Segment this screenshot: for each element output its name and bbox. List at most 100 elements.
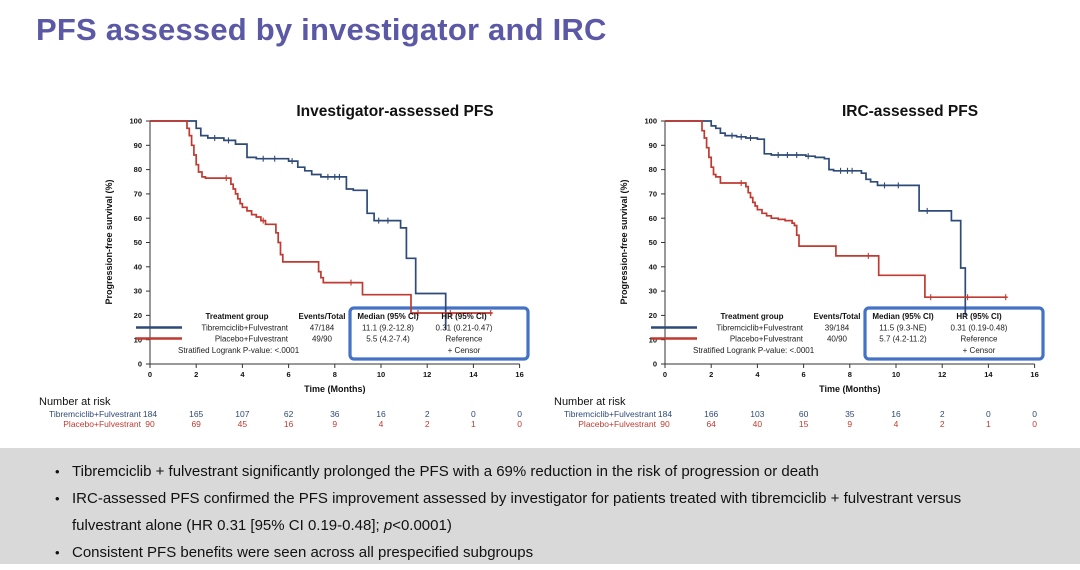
svg-text:49/90: 49/90	[312, 335, 333, 344]
km-curve-tibremciclib	[665, 120, 967, 316]
svg-text:12: 12	[938, 370, 946, 379]
svg-text:0: 0	[653, 360, 657, 369]
svg-text:Treatment group: Treatment group	[205, 312, 268, 321]
svg-text:50: 50	[134, 238, 142, 247]
nar-value: 9	[847, 419, 853, 429]
nar-value: 184	[142, 409, 158, 419]
bullet-marker: •	[55, 545, 60, 560]
svg-text:40: 40	[649, 262, 657, 271]
svg-text:8: 8	[333, 370, 337, 379]
svg-text:Placebo+Fulvestrant: Placebo+Fulvestrant	[215, 335, 289, 344]
nar-value: 0	[1032, 409, 1037, 419]
svg-text:Tibremciclib+Fulvestrant: Tibremciclib+Fulvestrant	[201, 324, 288, 333]
km-curve-placebo	[150, 120, 492, 314]
svg-text:70: 70	[649, 190, 657, 199]
nar-value: 2	[424, 419, 430, 429]
chart-title: IRC-assessed PFS	[842, 103, 978, 120]
nar-value: 2	[939, 409, 945, 419]
x-axis-label: Time (Months)	[304, 384, 365, 394]
svg-text:10: 10	[892, 370, 900, 379]
nar-value: 184	[657, 409, 673, 419]
censor-legend: + Censor	[448, 346, 481, 355]
nar-value: 165	[189, 409, 204, 419]
svg-text:90: 90	[649, 141, 657, 150]
censor-legend: + Censor	[963, 346, 996, 355]
irc-pfs-chart: 0 10 20 30 40 50 60 70 80 90 100 0 2 4 6 8 10 12 14 16 Time …	[550, 96, 1055, 443]
svg-text:HR (95% CI): HR (95% CI)	[441, 312, 487, 321]
svg-text:14: 14	[984, 370, 993, 379]
svg-text:4: 4	[755, 370, 760, 379]
svg-text:5.5 (4.2-7.4): 5.5 (4.2-7.4)	[366, 335, 410, 344]
bullet-2-continuation: fulvestrant alone (HR 0.31 [95% CI 0.19-…	[0, 512, 1040, 539]
svg-text:30: 30	[649, 287, 657, 296]
nar-value: 166	[704, 409, 719, 419]
svg-text:Tibremciclib+Fulvestrant: Tibremciclib+Fulvestrant	[716, 324, 803, 333]
nar-value: 16	[376, 409, 386, 419]
nar-value: 90	[660, 419, 670, 429]
svg-text:Placebo+Fulvestrant: Placebo+Fulvestrant	[730, 335, 804, 344]
nar-value: 40	[752, 419, 763, 429]
svg-text:80: 80	[134, 165, 142, 174]
nar-value: 2	[939, 419, 945, 429]
svg-text:4: 4	[240, 370, 245, 379]
km-curve-placebo	[665, 120, 1007, 299]
nar-value: 103	[750, 409, 765, 419]
svg-text:Median (95% CI): Median (95% CI)	[872, 312, 934, 321]
svg-text:12: 12	[423, 370, 431, 379]
svg-text:11.1 (9.2-12.8): 11.1 (9.2-12.8)	[362, 324, 414, 333]
bullet-marker: •	[55, 464, 60, 479]
nar-value: 16	[891, 409, 901, 419]
svg-text:10: 10	[649, 335, 657, 344]
svg-text:47/184: 47/184	[310, 324, 335, 333]
nar-row-label: Tibremciclib+Fulvestrant	[48, 409, 141, 419]
svg-text:60: 60	[134, 214, 142, 223]
nar-value: 2	[424, 409, 430, 419]
svg-text:0.31 (0.21-0.47): 0.31 (0.21-0.47)	[436, 324, 493, 333]
nar-value: 69	[191, 419, 201, 429]
bullet-1-text: Tibremciclib + fulvestrant significantly…	[72, 463, 819, 480]
svg-text:80: 80	[649, 165, 657, 174]
nar-value: 4	[893, 419, 899, 429]
nar-value: 45	[237, 419, 248, 429]
svg-text:10: 10	[134, 335, 142, 344]
svg-text:70: 70	[134, 190, 142, 199]
svg-text:20: 20	[134, 311, 142, 320]
nar-value: 16	[283, 419, 294, 429]
svg-text:60: 60	[649, 214, 657, 223]
number-at-risk-header: Number at risk	[554, 396, 626, 408]
stratified-logrank-pvalue: Stratified Logrank P-value: <.0001	[693, 346, 815, 355]
svg-text:40: 40	[134, 262, 142, 271]
km-plot: 0 10 20 30 40 50 60 70 80 90 100 0 2 4 6 8 10 12 14 16 Time …	[104, 103, 530, 394]
bullet-1: • Tibremciclib + fulvestrant significant…	[0, 458, 1040, 485]
nar-value: 107	[235, 409, 250, 419]
svg-text:11.5 (9.3-NE): 11.5 (9.3-NE)	[879, 324, 927, 333]
investigator-pfs-chart: 0 10 20 30 40 50 60 70 80 90 100 0 2 4 6 8 10 12 14 16 Time …	[35, 96, 540, 443]
svg-text:0: 0	[138, 360, 142, 369]
slide-title: PFS assessed by investigator and IRC	[36, 12, 607, 47]
svg-text:6: 6	[802, 370, 806, 379]
y-axis-label: Progression-free survival (%)	[104, 179, 114, 304]
svg-text:Events/Total: Events/Total	[299, 312, 346, 321]
stratified-logrank-pvalue: Stratified Logrank P-value: <.0001	[178, 346, 300, 355]
nar-value: 0	[471, 409, 476, 419]
nar-value: 0	[517, 419, 522, 429]
svg-text:Treatment group: Treatment group	[720, 312, 783, 321]
svg-text:2: 2	[194, 370, 198, 379]
bullet-marker: •	[55, 491, 60, 506]
median-hr-highlight-box	[348, 306, 530, 361]
nar-value: 0	[986, 409, 991, 419]
nar-value: 0	[1032, 419, 1037, 429]
svg-text:6: 6	[287, 370, 291, 379]
nar-value: 1	[986, 419, 991, 429]
svg-text:30: 30	[134, 287, 142, 296]
bullet-3-text: Consistent PFS benefits were seen across…	[72, 544, 534, 561]
nar-value: 64	[706, 419, 716, 429]
svg-text:100: 100	[644, 117, 657, 126]
bullet-3: • Consistent PFS benefits were seen acro…	[0, 539, 1040, 566]
nar-value: 4	[378, 419, 384, 429]
nar-value: 60	[798, 409, 809, 419]
svg-text:16: 16	[1030, 370, 1038, 379]
svg-text:Events/Total: Events/Total	[814, 312, 861, 321]
svg-text:0: 0	[148, 370, 152, 379]
svg-text:0: 0	[663, 370, 667, 379]
